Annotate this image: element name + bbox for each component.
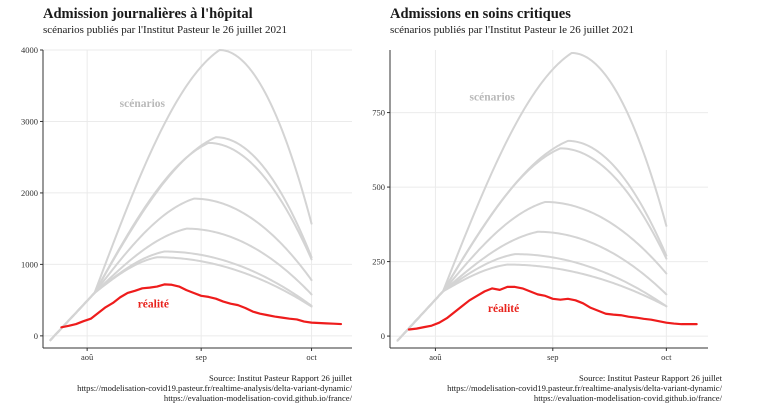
scenario-line: [396, 200, 668, 342]
y-tick-label: 3000: [21, 116, 38, 126]
reality-line: [407, 285, 698, 331]
chart-panel-hospital: Admission journalières à l'hôpital scéna…: [0, 0, 352, 411]
source-note: Source: Institut Pasteur Rapport 26 juil…: [77, 373, 352, 403]
source-note: Source: Institut Pasteur Rapport 26 juil…: [447, 373, 722, 403]
source-line: Source: Institut Pasteur Rapport 26 juil…: [209, 373, 352, 383]
chart-plot-critical-care: scénarios réalité 0 250 500 750 aoû sep oct: [372, 50, 708, 362]
scenario-line: [49, 49, 313, 342]
x-tick-label: sep: [196, 352, 207, 362]
reality-label: réalité: [488, 303, 519, 315]
chart-subtitle: scénarios publiés par l'Institut Pasteur…: [390, 24, 634, 36]
reality-label: réalité: [138, 298, 169, 310]
y-tick-label: 1000: [21, 259, 38, 269]
source-url-pasteur[interactable]: https://modelisation-covid19.pasteur.fr/…: [77, 383, 352, 393]
scenario-label: scénarios: [470, 92, 516, 104]
x-tick-label: aoû: [429, 352, 442, 362]
scenario-line: [396, 147, 668, 342]
source-url-pasteur[interactable]: https://modelisation-covid19.pasteur.fr/…: [447, 383, 722, 393]
scenario-line: [396, 139, 668, 342]
scenario-series: [49, 49, 313, 342]
scenario-line: [49, 256, 313, 342]
scenario-series: [396, 51, 668, 342]
x-tick-label: oct: [661, 352, 672, 362]
chart-title: Admission journalières à l'hôpital: [43, 6, 253, 22]
source-url-evaluation[interactable]: https://evaluation-modelisation-covid.gi…: [163, 393, 352, 403]
chart-plot-hospital: scénarios réalité 0 1000 2000 3000 4000 aoû sep o…: [21, 45, 352, 362]
source-url-evaluation[interactable]: https://evaluation-modelisation-covid.gi…: [533, 393, 722, 403]
scenario-line: [49, 141, 313, 342]
scenario-label: scénarios: [120, 98, 166, 110]
x-tick-label: sep: [547, 352, 558, 362]
chart-panel-critical-care: Admissions en soins critiques scénarios …: [352, 0, 722, 411]
y-tick-label: 2000: [21, 188, 38, 198]
y-tick-label: 750: [372, 108, 385, 118]
chart-subtitle: scénarios publiés par l'Institut Pasteur…: [43, 24, 287, 36]
y-tick-label: 4000: [21, 45, 38, 55]
y-tick-label: 0: [381, 331, 385, 341]
x-tick-label: aoû: [81, 352, 94, 362]
scenario-line: [49, 136, 313, 342]
source-line: Source: Institut Pasteur Rapport 26 juil…: [579, 373, 722, 383]
y-tick-label: 500: [372, 182, 385, 192]
reality-line: [60, 283, 343, 329]
x-tick-label: oct: [306, 352, 317, 362]
chart-title: Admissions en soins critiques: [390, 6, 571, 22]
y-tick-label: 0: [34, 331, 38, 341]
scenario-line: [396, 263, 668, 342]
y-tick-label: 250: [372, 257, 385, 267]
